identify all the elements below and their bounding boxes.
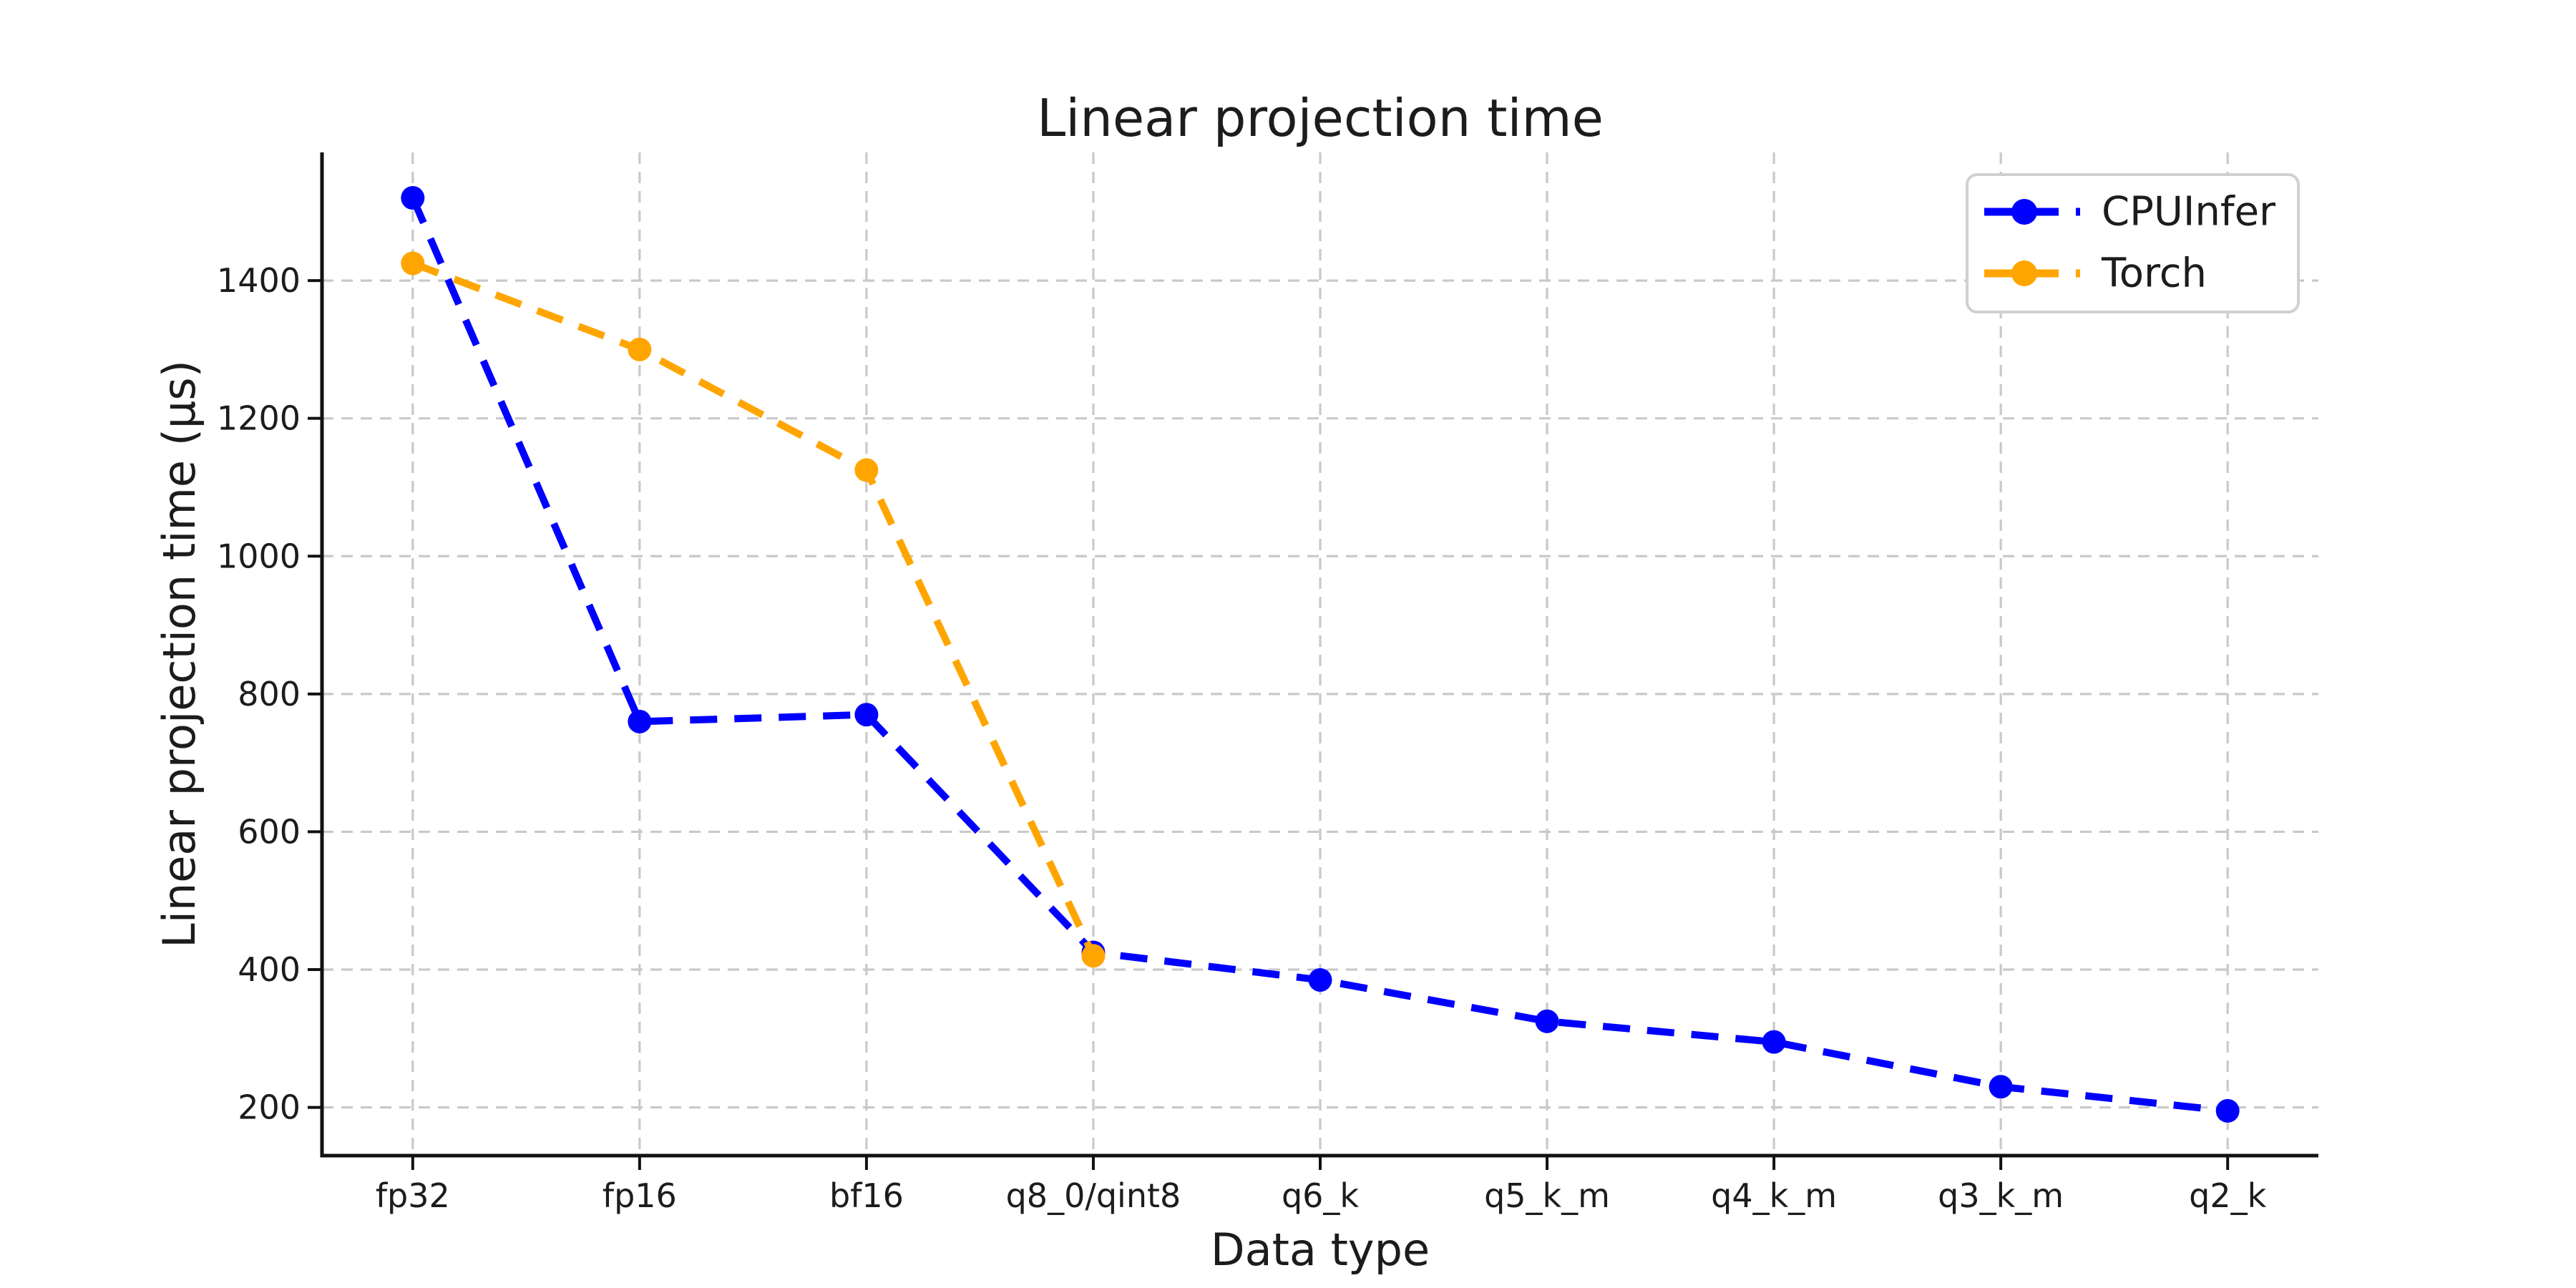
y-tick-label-400: 400 [238,950,301,989]
x-tick-label-q2-k: q2_k [2189,1176,2266,1215]
x-tick-label-q6-k: q6_k [1282,1176,1359,1215]
series-layer [401,186,2240,1123]
legend-marker-cpuinfer [2011,199,2037,225]
x-tick-label-q5-k-m: q5_k_m [1484,1176,1610,1215]
legend-label-cpuinfer: CPUInfer [2102,189,2276,235]
y-tick-label-600: 600 [238,812,301,851]
y-tick-label-1000: 1000 [217,537,301,575]
grid-layer [322,152,2318,1156]
axes-layer: 200 400 600 800 1000 1200 1400 fp32 fp16 bf16 q8_0… [217,152,2318,1215]
y-tick-label-800: 800 [238,675,301,713]
marker-cpuinfer-fp16 [628,709,652,733]
y-tick-label-200: 200 [238,1088,301,1127]
marker-torch-fp32 [401,251,425,275]
series-line-torch [411,260,1097,957]
x-tick-label-q3-k-m: q3_k_m [1938,1176,2064,1215]
x-tick-label-q8-0-qint8: q8_0/qint8 [1006,1176,1181,1215]
x-tick-label-bf16: bf16 [829,1176,904,1215]
marker-cpuinfer-q4-k-m [1762,1030,1786,1054]
marker-cpuinfer-q6-k [1308,967,1332,992]
marker-torch-q8-0-qint8 [1081,944,1106,968]
chart-title: Linear projection time [1037,88,1604,148]
x-tick-label-fp16: fp16 [602,1176,677,1215]
legend-marker-torch [2011,260,2037,286]
y-tick-label-1400: 1400 [217,261,301,300]
x-tick-label-fp32: fp32 [376,1176,450,1215]
marker-cpuinfer-fp32 [401,186,425,210]
marker-torch-fp16 [628,337,652,361]
legend-layer: CPUInfer Torch [1966,173,2300,313]
marker-cpuinfer-q2-k [2215,1098,2240,1123]
x-tick-label-q4-k-m: q4_k_m [1711,1176,1837,1215]
y-axis-label: Linear projection time (µs) [153,360,205,948]
marker-torch-bf16 [854,458,879,482]
x-axis-label: Data type [1211,1224,1430,1276]
marker-cpuinfer-q3-k-m [1989,1075,2013,1099]
y-tick-label-1200: 1200 [217,399,301,438]
marker-cpuinfer-q5-k-m [1535,1009,1559,1033]
legend-label-torch: Torch [2101,250,2207,297]
marker-cpuinfer-bf16 [854,703,879,727]
